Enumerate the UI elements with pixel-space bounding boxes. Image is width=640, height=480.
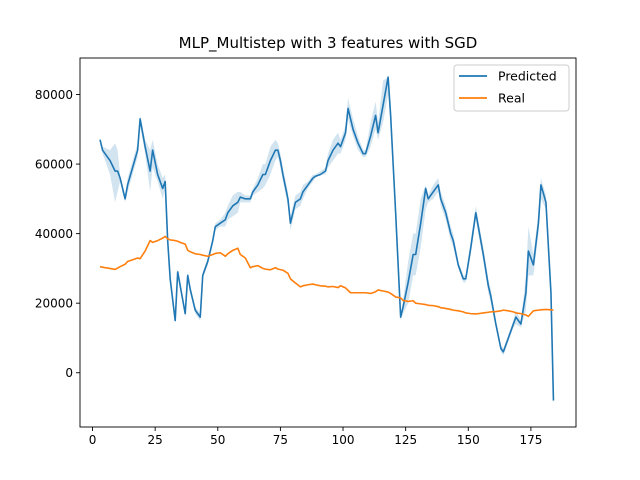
y-tick-label: 20000 (35, 296, 73, 310)
predicted-series-line (99, 76, 555, 401)
x-tick-label: 0 (89, 433, 97, 447)
axes: 0 25 50 75 100 125 150 175 0 20000 40000 60000 80000 (35, 57, 577, 447)
x-tick-label: 75 (273, 433, 288, 447)
x-tick-label: 100 (332, 433, 355, 447)
y-tick-label: 40000 (35, 227, 73, 241)
y-tick-label: 0 (65, 366, 73, 380)
x-tick-label: 175 (519, 433, 542, 447)
y-tick-label: 60000 (35, 157, 73, 171)
plot-area (99, 76, 555, 405)
series-group (99, 76, 555, 405)
x-tick-label: 50 (210, 433, 225, 447)
x-tick-label: 125 (394, 433, 417, 447)
axes-frame (79, 57, 577, 428)
y-tick-label: 80000 (35, 88, 73, 102)
legend-label-predicted: Predicted (498, 69, 557, 84)
real-series-line (99, 235, 554, 318)
x-tick-label: 150 (457, 433, 480, 447)
chart-title: MLP_Multistep with 3 features with SGD (179, 34, 478, 53)
legend-label-real: Real (498, 91, 525, 106)
legend: Predicted Real (453, 64, 570, 112)
x-tick-label: 25 (148, 433, 163, 447)
